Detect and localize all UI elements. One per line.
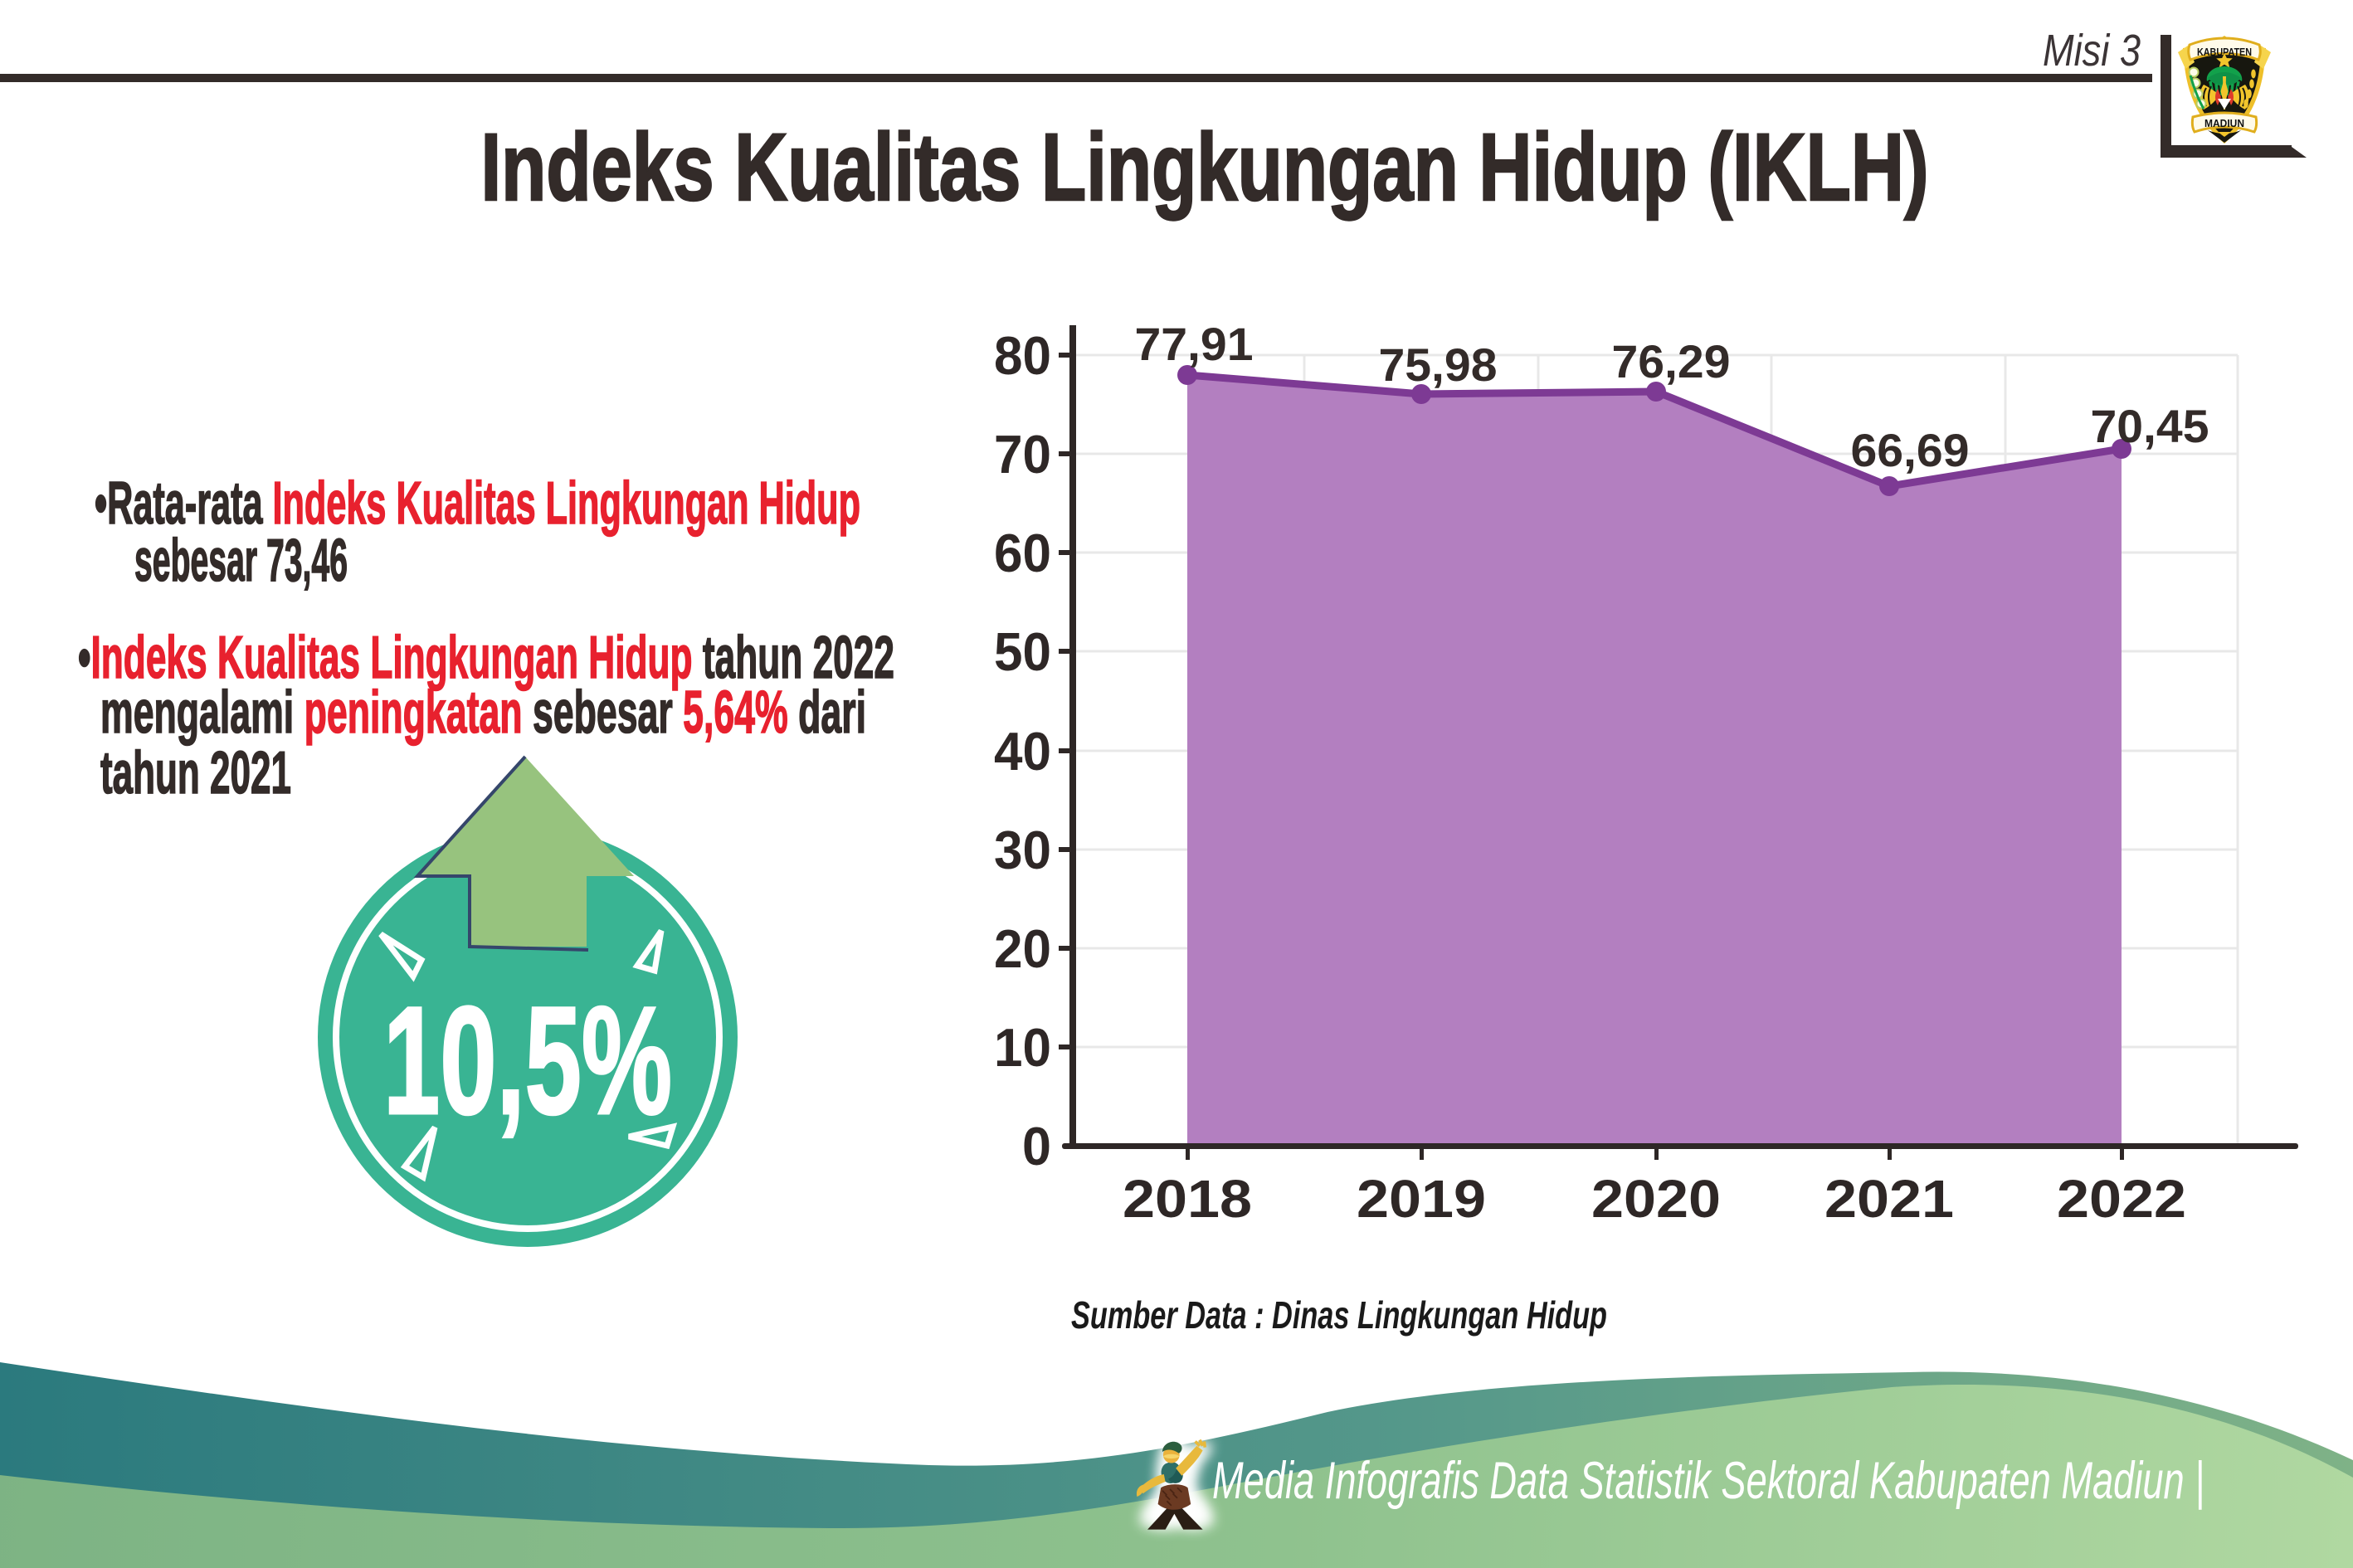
svg-text:2018: 2018 xyxy=(1123,1169,1252,1229)
svg-text:•Indeks Kualitas Lingkungan Hi: •Indeks Kualitas Lingkungan Hidup tahun … xyxy=(78,625,894,691)
svg-text:2022: 2022 xyxy=(2057,1169,2186,1229)
svg-text:30: 30 xyxy=(994,820,1051,880)
svg-text:70,45: 70,45 xyxy=(2091,400,2209,452)
svg-text:80: 80 xyxy=(994,325,1051,386)
svg-text:tahun 2021: tahun 2021 xyxy=(100,740,291,806)
svg-text:mengalami peningkatan sebesar: mengalami peningkatan sebesar 5,64% dari xyxy=(100,679,866,746)
svg-text:•Rata-rata Indeks Kualitas Lin: •Rata-rata Indeks Kualitas Lingkungan Hi… xyxy=(95,470,860,537)
svg-text:50: 50 xyxy=(994,621,1051,682)
svg-text:10,5%: 10,5% xyxy=(383,976,672,1147)
svg-text:77,91: 77,91 xyxy=(1135,318,1254,370)
svg-text:KABUPATEN: KABUPATEN xyxy=(2197,46,2252,58)
svg-text:MADIUN: MADIUN xyxy=(2204,117,2244,129)
svg-text:sebesar 73,46: sebesar 73,46 xyxy=(134,528,348,594)
svg-text:70: 70 xyxy=(994,424,1051,485)
svg-text:20: 20 xyxy=(994,918,1051,979)
svg-text:66,69: 66,69 xyxy=(1851,424,1970,476)
svg-text:10: 10 xyxy=(994,1017,1051,1078)
svg-text:Indeks Kualitas Lingkungan Hid: Indeks Kualitas Lingkungan Hidup (IKLH) xyxy=(481,114,1929,221)
svg-text:2021: 2021 xyxy=(1824,1169,1954,1229)
svg-text:2019: 2019 xyxy=(1357,1169,1486,1229)
svg-text:40: 40 xyxy=(994,721,1051,782)
svg-text:Sumber Data : Dinas Lingkungan: Sumber Data : Dinas Lingkungan Hidup xyxy=(1071,1293,1607,1337)
svg-text:60: 60 xyxy=(994,523,1051,583)
svg-text:75,98: 75,98 xyxy=(1379,338,1498,391)
svg-text:2020: 2020 xyxy=(1591,1169,1721,1229)
svg-text:Media Infografis Data Statisti: Media Infografis Data Statistik Sektoral… xyxy=(1212,1452,2204,1510)
svg-text:Misi 3: Misi 3 xyxy=(2043,26,2141,75)
svg-text:76,29: 76,29 xyxy=(1612,335,1731,387)
svg-text:0: 0 xyxy=(1022,1116,1051,1176)
